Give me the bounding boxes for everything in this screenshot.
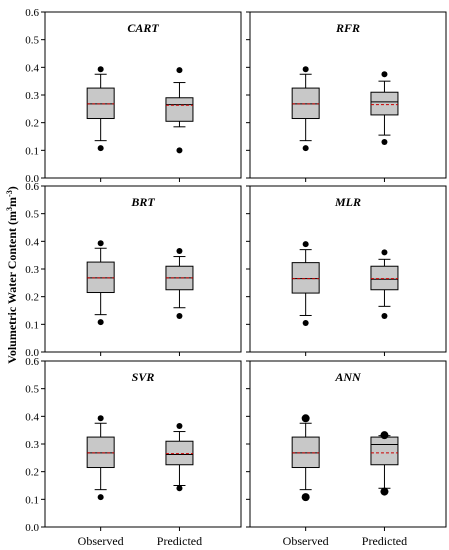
y-axis-label: Volumetric Water Content (m3m-3) [5,186,20,363]
panel-brt: 0.0 0.1 0.2 0.3 0.4 0.5 0.6 BRT [25,181,242,359]
outlier-point [97,66,104,73]
panel-title: RFR [335,21,360,35]
outlier-point [176,485,183,492]
x-category-label: Observed [283,534,329,548]
box-observed [291,241,320,326]
y-tick-label: 0.6 [25,7,39,19]
panel-grid: 0.0 0.1 0.2 0.3 0.4 0.5 0.6 CART RFR 0.0 0.1 0.2 0.3… [25,7,447,548]
y-tick-label: 0.5 [25,35,39,47]
y-tick-label: 0.0 [25,173,39,185]
box-observed [86,415,115,501]
box-predicted [370,431,399,496]
outlier-point [176,67,183,74]
box-observed [86,240,115,326]
y-tick-label: 0.0 [25,522,39,534]
y-tick-label: 0.4 [25,236,39,248]
iqr-box [86,87,115,120]
panel-title: ANN [334,370,362,384]
outlier-point [176,313,183,320]
panel-frame [44,11,242,179]
panel-rfr: RFR [246,11,447,182]
outlier-point [176,423,183,430]
box-predicted [370,249,399,320]
iqr-box [370,91,399,116]
y-tick-label: 0.5 [25,384,39,396]
outlier-point [301,414,310,423]
y-tick-label: 0.0 [25,347,39,359]
iqr-box [291,87,320,120]
y-tick-label: 0.3 [25,264,39,276]
outlier-point [97,319,104,326]
x-category-label: Predicted [362,534,407,548]
box-observed [291,414,320,502]
x-category-label: Predicted [157,534,202,548]
y-axis-label-text: Volumetric Water Content (m [5,211,19,364]
panel-cart: 0.0 0.1 0.2 0.3 0.4 0.5 0.6 CART [25,7,242,185]
box-observed [291,66,320,152]
outlier-point [97,494,104,501]
outlier-point [97,240,104,247]
box-predicted [165,248,194,320]
iqr-box [86,261,115,294]
y-tick-label: 0.5 [25,209,39,221]
panel-frame [249,360,447,528]
panel-title: MLR [334,195,361,209]
box-predicted [370,71,399,146]
panel-ann: ANN Observed Predicted [246,360,447,548]
box-observed [86,66,115,152]
y-tick-label: 0.1 [25,494,39,506]
outlier-point [381,249,388,256]
panel-title: CART [127,21,159,35]
y-tick-label: 0.6 [25,356,39,368]
y-tick-label: 0.4 [25,62,39,74]
outlier-point [381,71,388,78]
iqr-box [86,436,115,469]
outlier-point [176,147,183,154]
outlier-point [97,415,104,422]
panel-frame [44,360,242,528]
x-category-label: Observed [78,534,124,548]
iqr-box [165,440,194,466]
outlier-point [302,241,309,248]
outlier-point [301,493,310,502]
y-tick-label: 0.3 [25,439,39,451]
outlier-point [97,145,104,152]
y-tick-label: 0.2 [25,292,39,304]
y-axis-label-sup: 3 [5,207,14,211]
iqr-box [291,262,320,294]
y-tick-label: 0.2 [25,467,39,479]
outlier-point [381,313,388,320]
panel-frame [249,185,447,353]
outlier-point [380,487,389,496]
outlier-point [302,145,309,152]
panel-title: SVR [132,370,155,384]
y-tick-label: 0.2 [25,118,39,130]
box-predicted [165,67,194,154]
box-predicted [165,423,194,492]
iqr-box [165,97,194,122]
y-tick-label: 0.4 [25,411,39,423]
panel-frame [44,185,242,353]
iqr-box [370,265,399,291]
outlier-point [381,139,388,146]
y-axis-label-sup: -3 [5,190,14,197]
outlier-point [380,431,389,440]
panel-title: BRT [130,195,155,209]
outlier-point [176,248,183,255]
y-axis-label-text: ) [5,186,19,190]
y-tick-label: 0.3 [25,90,39,102]
outlier-point [302,66,309,73]
panel-frame [249,11,447,179]
y-axis-label-text: m [5,197,19,207]
y-tick-label: 0.6 [25,181,39,193]
y-tick-label: 0.1 [25,319,39,331]
outlier-point [302,319,309,326]
iqr-box [370,436,399,466]
iqr-box [291,436,320,469]
panel-svr: 0.0 0.1 0.2 0.3 0.4 0.5 0.6 SVR Observed Predicte… [25,356,242,548]
y-tick-label: 0.1 [25,145,39,157]
panel-mlr: MLR [246,185,447,356]
